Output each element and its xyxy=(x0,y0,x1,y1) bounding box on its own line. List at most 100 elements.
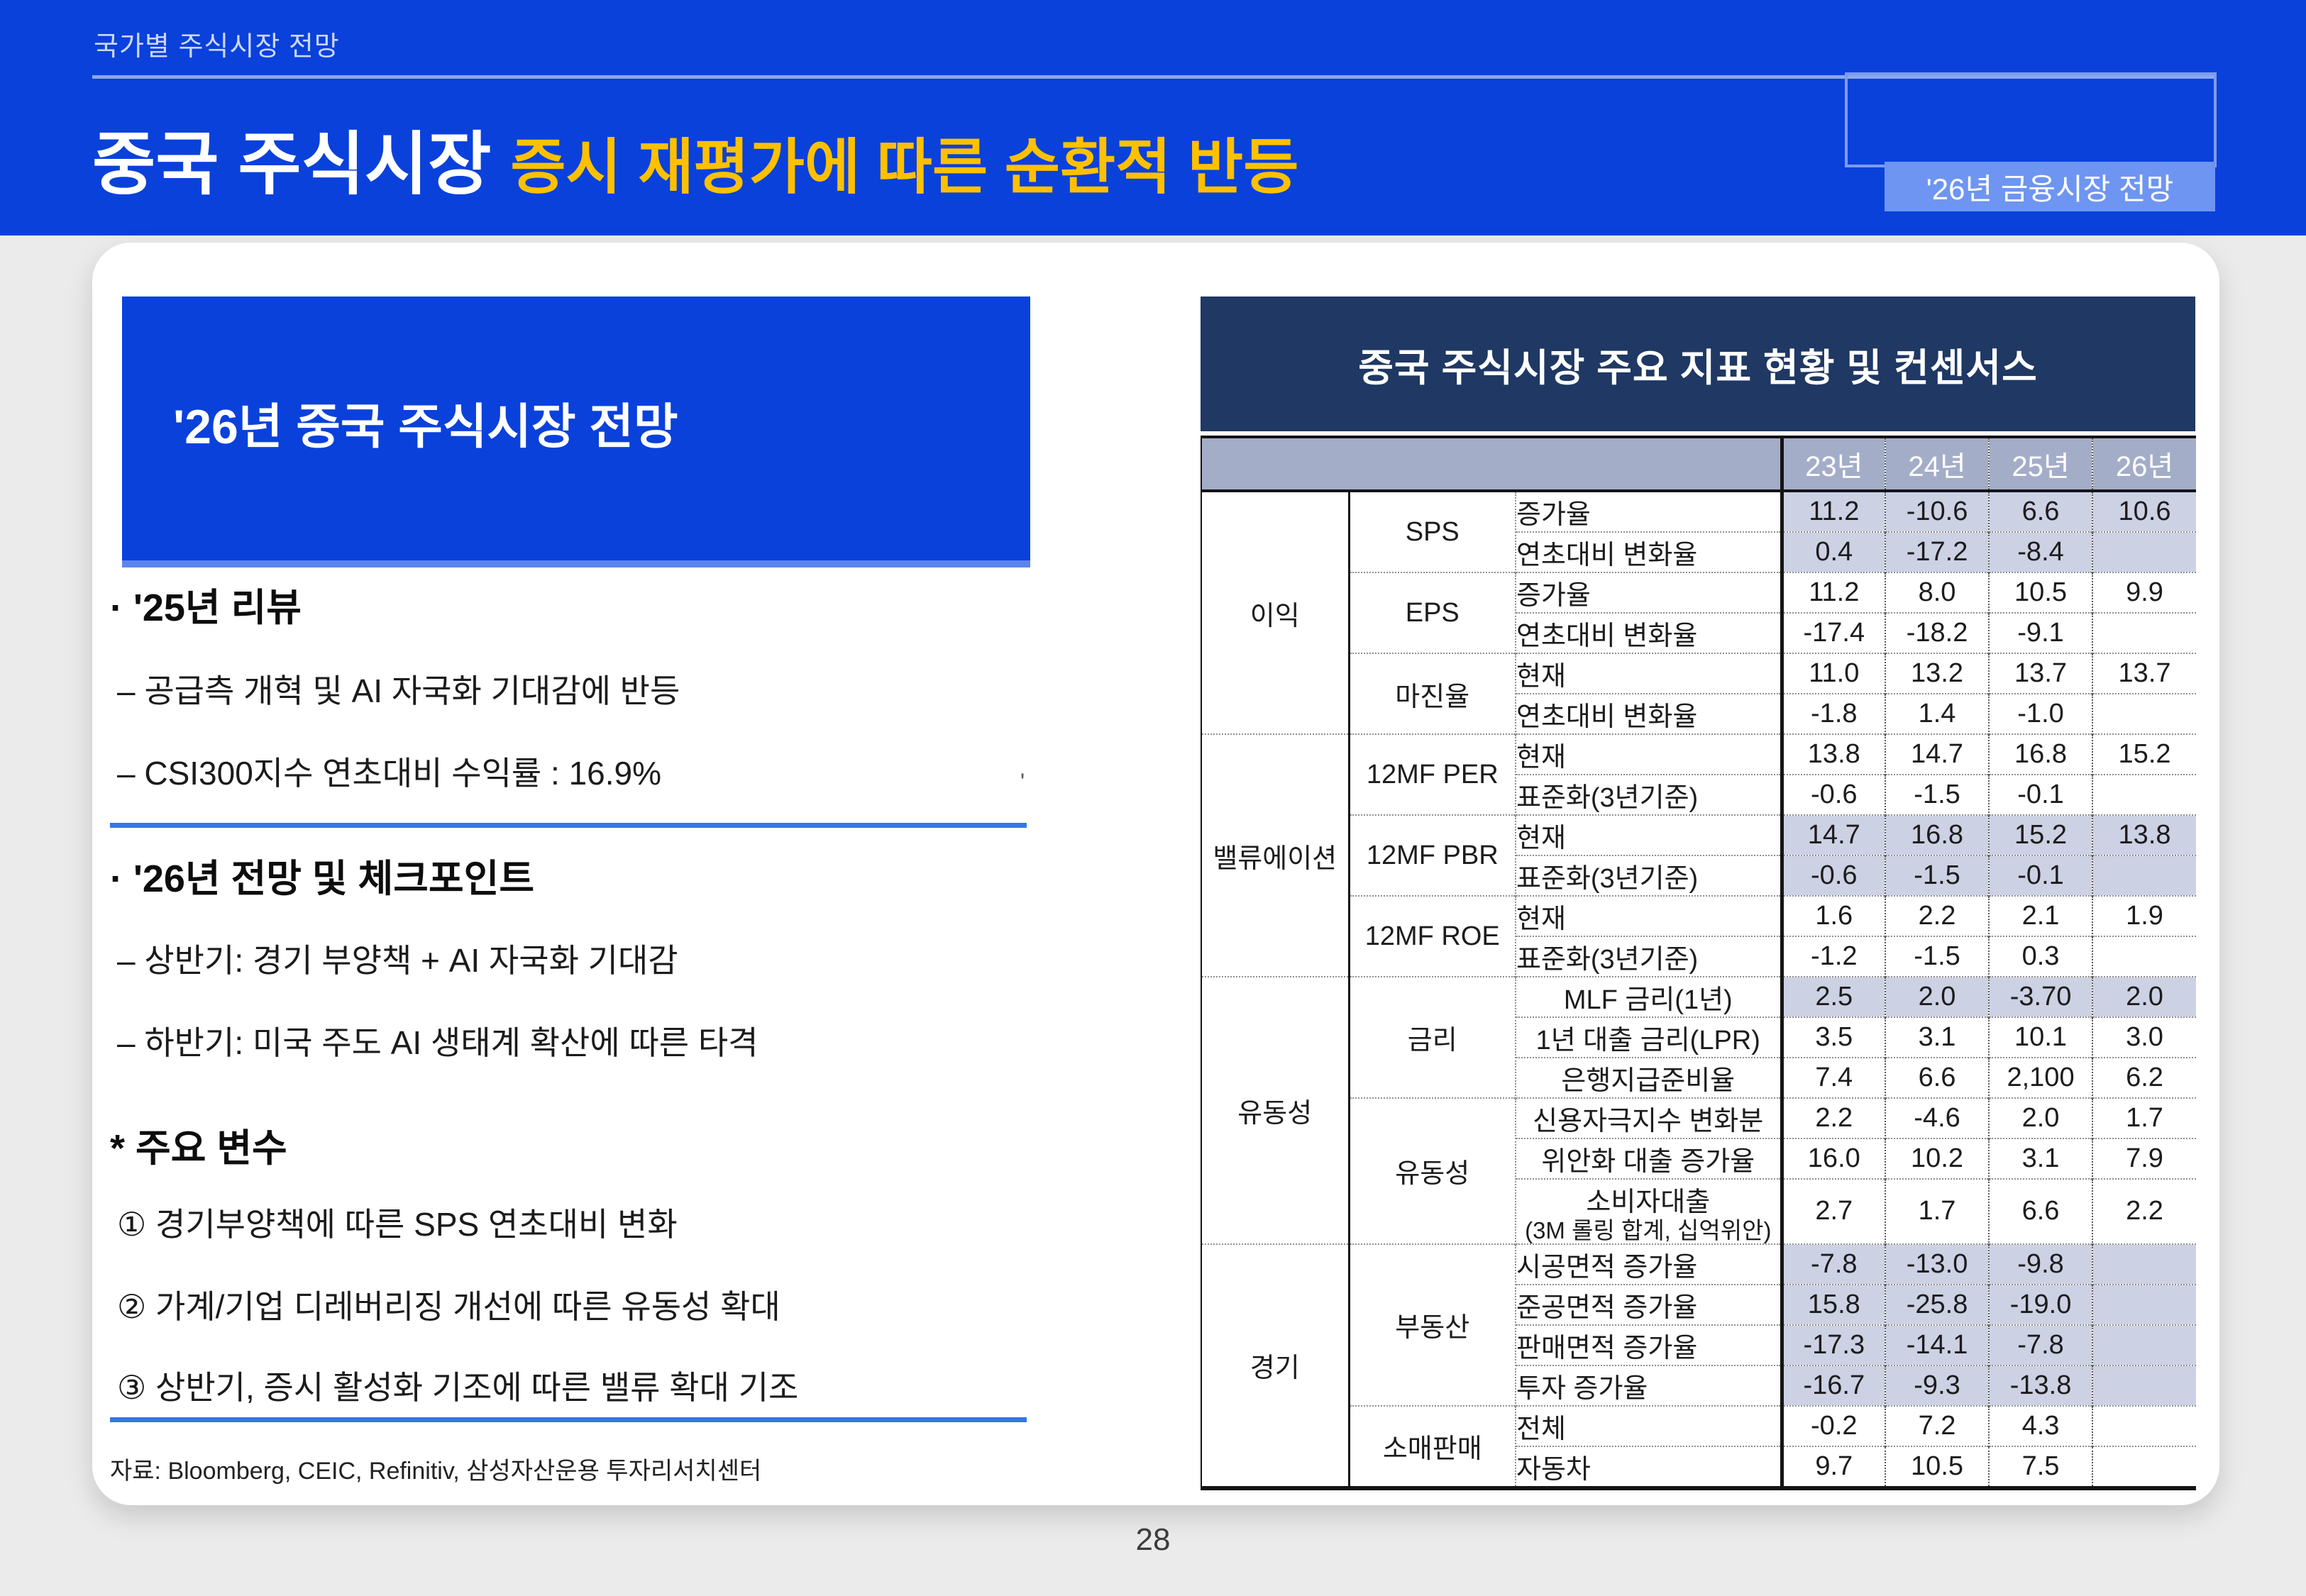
value-cell: -0.2 xyxy=(1782,1404,1887,1446)
source-note: 자료: Bloomberg, CEIC, Refinitiv, 삼성자산운용 투… xyxy=(110,1458,762,1485)
value-cell xyxy=(2092,693,2197,734)
metric-label: 표준화(3년기준) xyxy=(1516,936,1784,977)
metric-label: 현재 xyxy=(1516,733,1784,775)
table-row: 표준화(3년기준) -1.2 -1.5 0.3 xyxy=(1201,936,2197,977)
subgroup-label: 12MF PER xyxy=(1349,733,1516,815)
metric-label: 준공면적 증가율 xyxy=(1516,1283,1784,1325)
value-cell: 11.2 xyxy=(1782,491,1887,532)
table-row: 표준화(3년기준) -0.6 -1.5 -0.1 xyxy=(1201,855,2197,896)
subgroup-label: 유동성 xyxy=(1349,1097,1516,1244)
value-cell: 1.7 xyxy=(1885,1178,1990,1244)
table-row: 12MF ROE 현재 1.6 2.2 2.1 1.9 xyxy=(1201,895,2197,977)
list-item: – 상반기: 경기 부양책 + AI 자국화 기대감 xyxy=(117,942,678,979)
value-cell: 11.2 xyxy=(1782,572,1887,613)
value-cell: 7.9 xyxy=(2092,1138,2197,1179)
metric-label: 1년 대출 금리(LPR) xyxy=(1516,1016,1784,1058)
top-header-band: 국가별 주식시장 전망 중국 주식시장 증시 재평가에 따른 순환적 반등 '2… xyxy=(0,0,2306,235)
value-cell: -0.6 xyxy=(1782,855,1887,896)
table-row: 마진율 현재 11.0 13.2 13.7 13.7 xyxy=(1201,653,2197,734)
list-item: – CSI300지수 연초대비 수익률 : 16.9% xyxy=(117,755,662,792)
table-row: 판매면적 증가율 -17.3 -14.1 -7.8 xyxy=(1201,1324,2197,1365)
value-cell xyxy=(2092,1243,2197,1285)
page-title-highlight: 증시 재평가에 따른 순환적 반등 xyxy=(510,134,1299,201)
value-cell: 2,100 xyxy=(1989,1057,2094,1098)
table-row: 밸류에이션 12MF PER 현재 13.8 14.7 16.8 15.2 xyxy=(1201,733,2197,977)
value-cell: -10.6 xyxy=(1885,491,1990,532)
value-cell: 0.4 xyxy=(1782,531,1887,572)
value-cell: 9.9 xyxy=(2092,572,2197,613)
value-cell: 1.6 xyxy=(1782,895,1887,936)
group-label: 이익 xyxy=(1201,491,1350,734)
value-cell: 9.7 xyxy=(1782,1445,1887,1488)
metric-label: 연초대비 변화율 xyxy=(1516,531,1784,572)
metric-label: 전체 xyxy=(1516,1404,1784,1446)
section-heading-variables: * 주요 변수 xyxy=(110,1127,287,1170)
value-cell xyxy=(2092,1445,2197,1488)
value-cell xyxy=(2092,531,2197,572)
section-heading-review: · '25년 리뷰 xyxy=(110,587,302,629)
subgroup-label: EPS xyxy=(1349,572,1516,653)
section-divider xyxy=(110,1417,1027,1422)
value-cell: -14.1 xyxy=(1885,1324,1990,1365)
table-row: 위안화 대출 증가율 16.0 10.2 3.1 7.9 xyxy=(1201,1138,2197,1179)
value-cell: 7.4 xyxy=(1782,1057,1887,1098)
value-cell: 11.0 xyxy=(1782,653,1887,694)
value-cell xyxy=(2092,774,2197,815)
value-cell: 14.7 xyxy=(1885,733,1990,775)
value-cell: -3.70 xyxy=(1989,976,2094,1017)
subgroup-label: 12MF PBR xyxy=(1349,814,1516,896)
value-cell: 13.7 xyxy=(2092,653,2197,694)
table-row: 투자 증가율 -16.7 -9.3 -13.8 xyxy=(1201,1364,2197,1406)
value-cell: 1.4 xyxy=(1885,693,1990,734)
value-cell: 10.6 xyxy=(2092,491,2197,532)
value-cell: 15.2 xyxy=(2092,733,2197,775)
value-cell: 2.2 xyxy=(2092,1178,2197,1244)
subgroup-label: 부동산 xyxy=(1349,1243,1516,1406)
metric-label: 소비자대출 (3M 롤링 합계, 십억위안) xyxy=(1516,1178,1784,1244)
value-cell: 14.7 xyxy=(1782,814,1887,855)
metric-label: 증가율 xyxy=(1516,491,1784,532)
metric-label: 증가율 xyxy=(1516,572,1784,613)
eyebrow-divider xyxy=(92,75,2215,79)
value-cell: -8.4 xyxy=(1989,531,2094,572)
list-item: – 하반기: 미국 주도 AI 생태계 확산에 따른 타격 xyxy=(117,1024,758,1061)
value-cell: -0.1 xyxy=(1989,855,2094,896)
metric-label: 현재 xyxy=(1516,895,1784,936)
year-column-header: 23년 xyxy=(1782,437,1887,492)
value-cell: 15.8 xyxy=(1782,1283,1887,1325)
value-cell: -18.2 xyxy=(1885,612,1990,653)
metric-label: 은행지급준비율 xyxy=(1516,1057,1784,1098)
table-row: EPS 증가율 11.2 8.0 10.5 9.9 xyxy=(1201,572,2197,653)
section-heading-outlook: · '26년 전망 및 체크포인트 xyxy=(110,858,535,900)
value-cell: -9.1 xyxy=(1989,612,2094,653)
value-cell: -1.5 xyxy=(1885,774,1990,815)
value-cell: -1.2 xyxy=(1782,936,1887,977)
metric-label: 시공면적 증가율 xyxy=(1516,1243,1784,1285)
value-cell xyxy=(2092,1364,2197,1406)
table-row: 소비자대출 (3M 롤링 합계, 십억위안) 2.7 1.7 6.6 2.2 xyxy=(1201,1178,2197,1244)
table-title: 중국 주식시장 주요 지표 현황 및 컨센서스 xyxy=(1201,297,2195,431)
value-cell: 16.8 xyxy=(1885,814,1990,855)
metric-label: 자동차 xyxy=(1516,1445,1784,1488)
value-cell xyxy=(2092,1324,2197,1365)
table-row: 이익 SPS 증가율 11.2 -10.6 6.6 10.6 xyxy=(1201,491,2197,734)
value-cell xyxy=(2092,1283,2197,1325)
page-title-main: 중국 주식시장 xyxy=(92,126,511,203)
group-label: 유동성 xyxy=(1201,976,1350,1244)
metric-label: 현재 xyxy=(1516,653,1784,694)
group-label: 경기 xyxy=(1201,1243,1350,1488)
value-cell: -17.3 xyxy=(1782,1324,1887,1365)
value-cell: 3.1 xyxy=(1885,1016,1990,1058)
value-cell: -0.6 xyxy=(1782,774,1887,815)
stray-mark: ' xyxy=(1020,769,1025,794)
table-row: 유동성 신용자극지수 변화분 2.2 -4.6 2.0 1.7 xyxy=(1201,1097,2197,1244)
value-cell: -25.8 xyxy=(1885,1283,1990,1325)
metric-label: 판매면적 증가율 xyxy=(1516,1324,1784,1365)
value-cell: 6.6 xyxy=(1989,1178,2094,1244)
outlook-title: '26년 중국 주식시장 전망 xyxy=(173,400,678,454)
outlook-title-box: '26년 중국 주식시장 전망 xyxy=(122,297,1030,567)
value-cell: 2.0 xyxy=(1885,976,1990,1017)
list-item: ① 경기부양책에 따른 SPS 연초대비 변화 xyxy=(117,1206,678,1243)
eyebrow-text: 국가별 주식시장 전망 xyxy=(94,32,340,62)
